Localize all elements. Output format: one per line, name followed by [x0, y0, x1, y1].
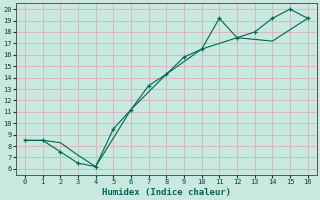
X-axis label: Humidex (Indice chaleur): Humidex (Indice chaleur): [102, 188, 231, 197]
